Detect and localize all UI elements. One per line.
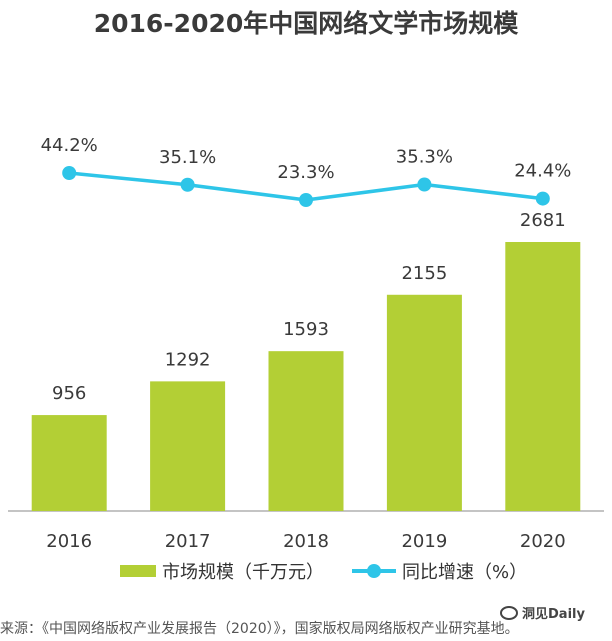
growth-point-2017	[180, 177, 195, 192]
x-tick-label: 2020	[520, 531, 566, 552]
bar-2020	[505, 242, 581, 511]
wechat-icon	[500, 605, 518, 620]
legend-line-label: 同比增速（%）	[402, 562, 528, 583]
chart-plot: 956 2016 1292 2017 1593 2018 2155 2019 2681 2020 4…	[8, 135, 604, 552]
growth-point-2018	[299, 193, 313, 207]
legend-bar-swatch-icon	[120, 565, 156, 577]
growth-value-label: 35.1%	[159, 147, 216, 168]
bar-2018	[268, 351, 344, 511]
x-tick-label: 2017	[165, 531, 211, 552]
growth-point-2020	[535, 191, 550, 206]
growth-value-label: 44.2%	[41, 135, 98, 156]
source-note: 来源：《中国网络版权产业发展报告（2020）》，国家版权局网络版权产业研究基地。	[0, 621, 519, 637]
bar-2016	[31, 415, 107, 511]
legend-item-bar: 市场规模（千万元）	[120, 558, 324, 584]
x-tick-label: 2016	[46, 531, 92, 552]
legend-line-swatch-icon	[352, 564, 396, 578]
growth-value-label: 24.4%	[514, 161, 571, 182]
bar-2017	[150, 381, 226, 511]
bar-value-label: 956	[52, 383, 86, 404]
growth-point-2016	[62, 166, 77, 180]
bar-value-label: 2681	[520, 210, 566, 231]
bar-value-label: 1593	[283, 319, 329, 340]
bar-value-label: 2155	[401, 263, 447, 284]
bar-2019	[386, 294, 462, 511]
bar-value-label: 1292	[165, 349, 211, 370]
watermark-text: 洞见Daily	[522, 607, 585, 622]
growth-point-2019	[417, 177, 432, 192]
x-tick-label: 2019	[401, 531, 447, 552]
legend-bar-label: 市场规模（千万元）	[162, 562, 324, 583]
chart-title: 2016-2020年中国网络文学市场规模	[93, 9, 519, 38]
legend-item-line: 同比增速（%）	[352, 558, 527, 584]
watermark: 洞见Daily	[500, 603, 585, 622]
chart-legend: 市场规模（千万元） 同比增速（%）	[120, 558, 555, 584]
growth-value-label: 23.3%	[277, 162, 334, 183]
x-tick-label: 2018	[283, 531, 329, 552]
growth-value-label: 35.3%	[396, 146, 453, 167]
